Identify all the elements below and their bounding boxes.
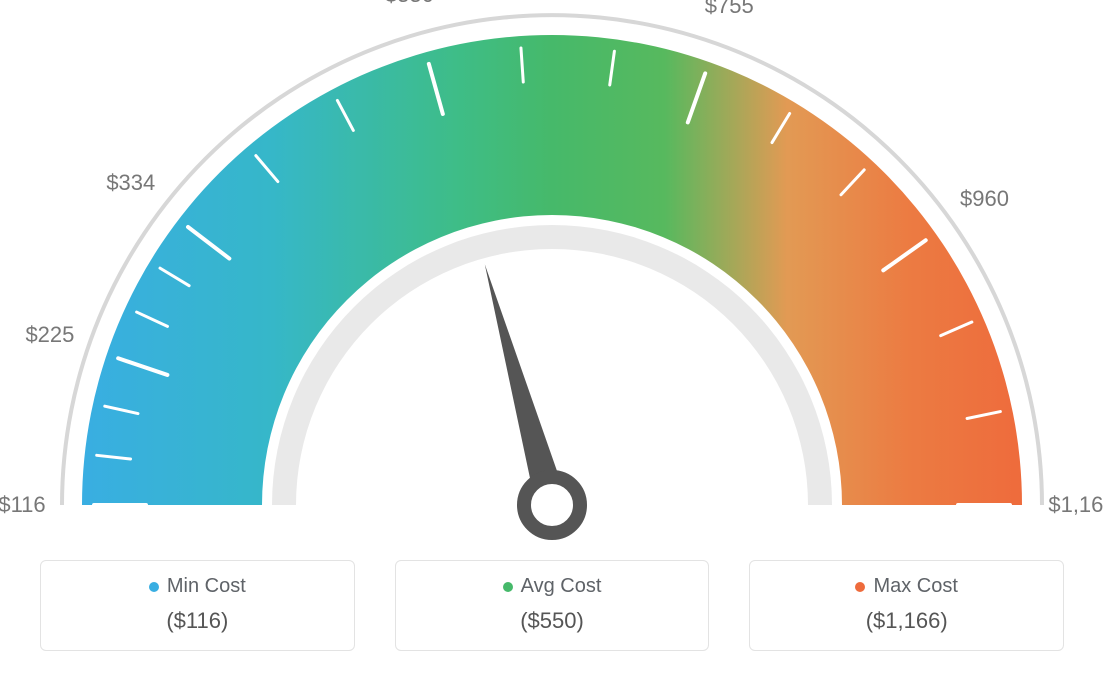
dot-icon xyxy=(855,582,865,592)
legend-title-text: Min Cost xyxy=(167,575,246,598)
legend-card-avg: Avg Cost ($550) xyxy=(395,560,710,651)
gauge-tick-label: $334 xyxy=(106,170,155,196)
legend-title-text: Max Cost xyxy=(873,575,957,598)
dot-icon xyxy=(149,582,159,592)
legend-title-min: Min Cost xyxy=(149,575,246,598)
legend: Min Cost ($116) Avg Cost ($550) Max Cost… xyxy=(0,560,1104,651)
gauge-tick-label: $755 xyxy=(705,0,754,19)
gauge-tick-label: $550 xyxy=(385,0,434,8)
gauge-tick-label: $1,166 xyxy=(1048,492,1104,518)
legend-value-avg: ($550) xyxy=(406,608,699,634)
legend-title-text: Avg Cost xyxy=(521,575,602,598)
legend-title-max: Max Cost xyxy=(855,575,957,598)
gauge-tick-label: $116 xyxy=(0,492,46,518)
legend-card-max: Max Cost ($1,166) xyxy=(749,560,1064,651)
legend-title-avg: Avg Cost xyxy=(503,575,602,598)
gauge-tick-label: $960 xyxy=(960,186,1009,212)
legend-card-min: Min Cost ($116) xyxy=(40,560,355,651)
gauge-svg xyxy=(0,0,1104,560)
gauge-chart: $116 $225 $334 $550 $755 $960 $1,166 xyxy=(0,0,1104,560)
gauge-tick-label: $225 xyxy=(25,322,74,348)
dot-icon xyxy=(503,582,513,592)
legend-value-min: ($116) xyxy=(51,608,344,634)
legend-value-max: ($1,166) xyxy=(760,608,1053,634)
